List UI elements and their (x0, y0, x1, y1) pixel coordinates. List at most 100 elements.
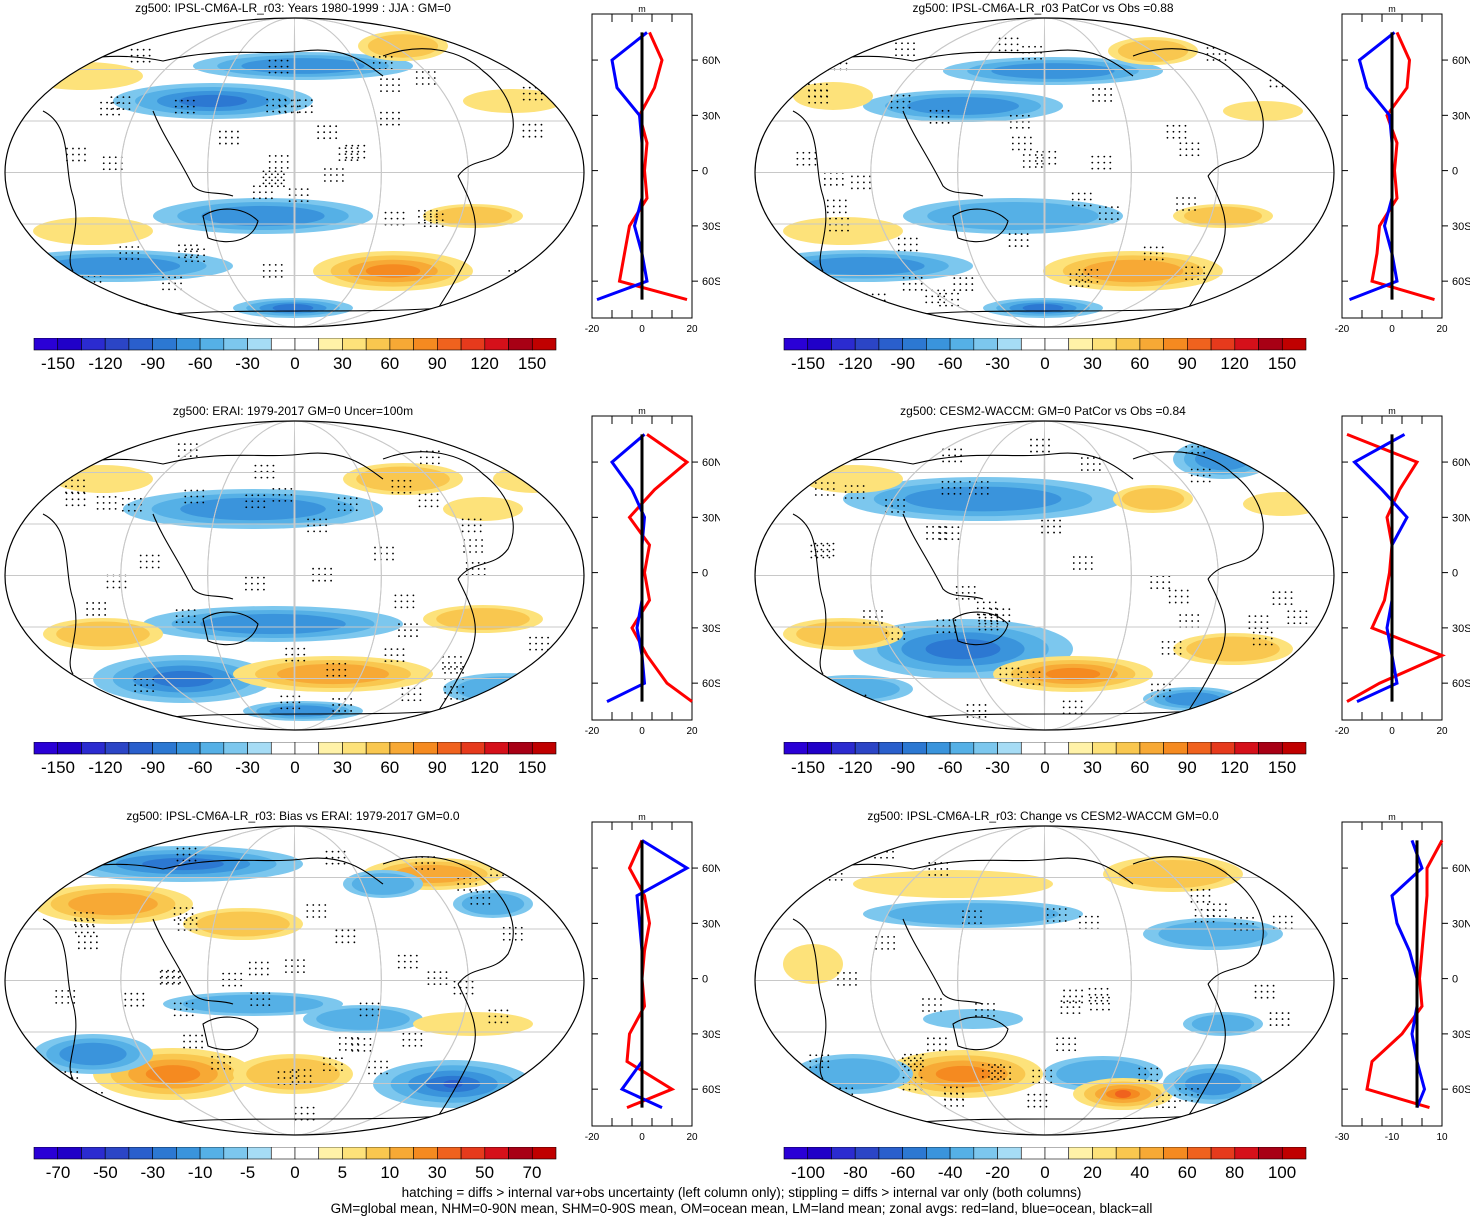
colorbar: -70 -50 -30 -10 -5 0 5 10 30 50 70 (33, 1147, 557, 1182)
anomaly-contour (1158, 921, 1268, 947)
colorbar-label: 40 (1130, 1163, 1149, 1182)
profile-lat-label: 30S (1452, 221, 1470, 233)
colorbar-swatch (807, 338, 832, 351)
map-panel (4, 17, 585, 328)
profile-lat-label: 30S (1452, 1029, 1470, 1041)
profile-lat-label: 60N (702, 457, 720, 469)
colorbar-swatch (1210, 338, 1236, 351)
colorbar-label: 150 (518, 354, 546, 373)
colorbar-swatch (1210, 1147, 1236, 1160)
colorbar-label: -60 (938, 354, 963, 373)
colorbar-label: 50 (475, 1163, 494, 1182)
colorbar-label: 5 (338, 1163, 347, 1182)
colorbar-label: 0 (1040, 354, 1049, 373)
colorbar-label: 0 (1040, 758, 1049, 777)
colorbar-swatch (33, 338, 59, 351)
colorbar-swatch (128, 1147, 153, 1160)
colorbar-swatch (484, 1147, 509, 1160)
anomaly-contour (923, 1009, 1023, 1029)
map-border (4, 420, 585, 731)
colorbar-swatch (926, 742, 951, 755)
zonal-profile: m -20 0 20 60N 30N 0 30S 60S (585, 812, 720, 1143)
colorbar-swatch (57, 338, 82, 351)
zonal-avg-land (627, 433, 693, 703)
profile-lat-label: 0 (1452, 568, 1458, 580)
colorbar-swatch (176, 338, 201, 351)
colorbar-label: 0 (290, 354, 299, 373)
colorbar-label: 150 (518, 758, 546, 777)
profile-units: m (638, 406, 646, 416)
colorbar-swatch (104, 1147, 130, 1160)
stippling (66, 48, 543, 318)
colorbar-label: 120 (1220, 354, 1248, 373)
colorbar-swatch (104, 338, 130, 351)
profile-units: m (638, 812, 646, 822)
colorbar-swatch (973, 338, 998, 351)
colorbar-label: 30 (333, 354, 352, 373)
colorbar-label: 90 (428, 758, 447, 777)
profile-x-tick: 0 (1389, 324, 1395, 335)
profile-lat-label: 30S (1452, 623, 1470, 635)
colorbar-swatch (294, 1147, 320, 1160)
colorbar-swatch (1210, 742, 1236, 755)
colorbar-swatch (460, 338, 486, 351)
colorbar-swatch (484, 742, 509, 755)
colorbar-swatch (365, 1147, 391, 1160)
colorbar-swatch (1258, 338, 1283, 351)
colorbar-swatch (152, 1147, 177, 1160)
colorbar-swatch (831, 338, 856, 351)
colorbar-swatch (1092, 742, 1117, 755)
colorbar-swatch (152, 742, 177, 755)
colorbar-label: 60 (1178, 1163, 1197, 1182)
profile-lat-label: 30S (702, 221, 720, 233)
anomaly-contour (806, 1058, 900, 1090)
anomaly-contour (904, 486, 1062, 512)
zonal-avg-land (1365, 839, 1444, 1110)
colorbar-label: 70 (523, 1163, 542, 1182)
panel-title: zg500: IPSL-CM6A-LR_r03: Bias vs ERAI: 1… (126, 809, 460, 823)
profile-units: m (1388, 406, 1396, 416)
colorbar-label: -5 (240, 1163, 255, 1182)
colorbar-swatch (997, 742, 1022, 755)
colorbar-label: -150 (791, 758, 825, 777)
anomaly-contour (1186, 636, 1280, 662)
colorbar-swatch (1187, 1147, 1212, 1160)
profile-units: m (1388, 812, 1396, 822)
colorbar-swatch (1139, 1147, 1164, 1160)
colorbar-swatch (318, 1147, 343, 1160)
colorbar-label: -90 (891, 354, 916, 373)
profile-x-tick: -20 (585, 1132, 600, 1143)
colorbar-label: 0 (290, 758, 299, 777)
colorbar-swatch (247, 742, 272, 755)
colorbar-swatch (1163, 338, 1188, 351)
colorbar-swatch (365, 742, 391, 755)
colorbar-label: 90 (1178, 758, 1197, 777)
colorbar-swatch (949, 338, 975, 351)
profile-lat-label: 60S (1452, 1084, 1470, 1096)
colorbar-swatch (1234, 1147, 1259, 1160)
colorbar-swatch (365, 338, 391, 351)
colorbar-label: 20 (1083, 1163, 1102, 1182)
map-border (4, 825, 585, 1136)
colorbar-label: -90 (141, 758, 166, 777)
colorbar-swatch (437, 1147, 462, 1160)
colorbar-swatch (270, 338, 296, 351)
zonal-avg-ocean (1352, 433, 1409, 703)
zonal-profile: m -20 0 20 60N 30N 0 30S 60S (585, 4, 720, 335)
colorbar-swatch (57, 1147, 82, 1160)
profile-lat-label: 0 (1452, 166, 1458, 178)
anomaly-contour (196, 911, 290, 937)
colorbar-swatch (413, 338, 438, 351)
colorbar-label: -150 (41, 354, 75, 373)
profile-x-tick: -20 (1335, 726, 1350, 737)
anomaly-contour (935, 1065, 991, 1083)
colorbar-label: 0 (290, 1163, 299, 1182)
profile-lat-label: 0 (702, 974, 708, 986)
profile-x-tick: -10 (1385, 1132, 1400, 1143)
profile-lat-label: 60N (702, 55, 720, 67)
anomaly-contour (182, 994, 324, 1014)
colorbar-swatch (460, 742, 486, 755)
colorbar-swatch (997, 1147, 1022, 1160)
anomaly-contour (1223, 101, 1303, 121)
colorbar-label: -90 (141, 354, 166, 373)
